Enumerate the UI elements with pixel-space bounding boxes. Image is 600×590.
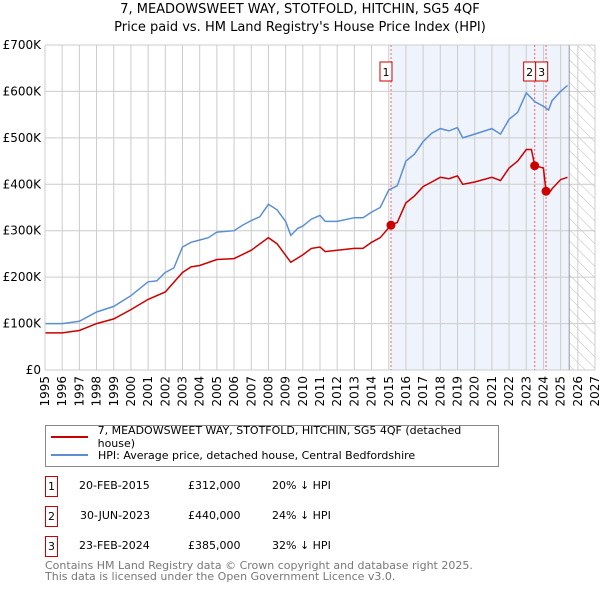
- sale-hpi-diff: 24% ↓ HPI: [272, 509, 331, 522]
- x-tick-label: 2021: [485, 376, 499, 407]
- sale-label: 2: [526, 66, 533, 79]
- x-tick-label: 2023: [519, 376, 533, 407]
- y-tick-label: £300K: [3, 224, 43, 238]
- x-tick-label: 2011: [313, 376, 327, 407]
- forecast-hatch: [569, 45, 595, 370]
- sale-hpi-diff: 20% ↓ HPI: [272, 479, 331, 492]
- x-tick-label: 2005: [210, 376, 224, 407]
- x-tick-label: 1998: [90, 376, 104, 407]
- footer: Contains HM Land Registry data © Crown c…: [45, 560, 473, 582]
- sale-row: 1 20-FEB-2015 £312,000 20% ↓ HPI: [45, 476, 445, 498]
- sale-label-box: [535, 61, 549, 82]
- footer-licence: This data is licensed under the Open Gov…: [45, 570, 396, 583]
- sale-date: 20-FEB-2015: [79, 479, 150, 492]
- y-tick-label: £400K: [3, 177, 43, 191]
- sale-price: £312,000: [188, 479, 241, 492]
- chart-title-line2: Price paid vs. HM Land Registry's House …: [114, 20, 486, 35]
- x-tick-label: 2003: [176, 376, 190, 407]
- x-tick-label: 2016: [399, 376, 413, 407]
- x-tick-label: 2025: [554, 376, 568, 407]
- property-price-line: [45, 148, 568, 334]
- x-tick-label: 2027: [588, 376, 600, 407]
- x-tick-label: 2019: [451, 376, 465, 407]
- legend-swatch-red: [51, 436, 88, 438]
- x-tick-label: 2006: [227, 376, 241, 407]
- x-tick-label: 1997: [72, 376, 86, 407]
- legend: 7, MEADOWSWEET WAY, STOTFOLD, HITCHIN, S…: [45, 424, 499, 467]
- sale-point: [541, 186, 551, 196]
- x-tick-label: 2004: [193, 376, 207, 407]
- x-tick-label: 2022: [502, 376, 516, 407]
- y-tick-label: £100K: [3, 317, 43, 331]
- x-tick-label: 2010: [296, 376, 310, 407]
- x-tick-label: 1995: [38, 376, 52, 407]
- x-tick-label: 1996: [55, 376, 69, 407]
- legend-item-hpi: HPI: Average price, detached house, Cent…: [51, 447, 415, 463]
- y-tick-label: £200K: [3, 270, 43, 284]
- shaded-period: [390, 45, 570, 370]
- x-tick-label: 2018: [433, 376, 447, 407]
- sale-label: 1: [382, 66, 389, 79]
- x-tick-label: 2001: [141, 376, 155, 407]
- sale-label-box: [379, 61, 393, 82]
- y-tick-label: £700K: [3, 38, 43, 52]
- sale-date: 30-JUN-2023: [80, 509, 151, 522]
- sale-label: 3: [538, 66, 545, 79]
- footer-copyright: Contains HM Land Registry data © Crown c…: [45, 559, 473, 572]
- x-tick-label: 2007: [244, 376, 258, 407]
- x-tick-label: 2026: [571, 376, 585, 407]
- sale-point: [386, 220, 396, 230]
- sale-marker-box: 3: [45, 536, 58, 557]
- x-tick-label: 2015: [382, 376, 396, 407]
- sale-row: 3 23-FEB-2024 £385,000 32% ↓ HPI: [45, 536, 445, 558]
- price-chart: 1995 1996 1997 1998 1999 2000 2001 2002 2003 2004…: [3, 38, 600, 407]
- x-tick-label: 2008: [261, 376, 275, 407]
- x-tick-label: 2017: [416, 376, 430, 407]
- sale-marker-box: 1: [45, 476, 58, 497]
- x-tick-label: 2014: [365, 376, 379, 407]
- legend-swatch-blue: [51, 454, 88, 456]
- y-tick-label: £500K: [3, 131, 43, 145]
- sale-date: 23-FEB-2024: [79, 539, 150, 552]
- x-tick-label: 2024: [536, 376, 550, 407]
- x-tick-label: 2000: [124, 376, 138, 407]
- sale-row: 2 30-JUN-2023 £440,000 24% ↓ HPI: [45, 506, 445, 528]
- sale-marker-box: 2: [45, 506, 58, 527]
- x-tick-label: 2013: [347, 376, 361, 407]
- x-tick-label: 2012: [330, 376, 344, 407]
- x-tick-label: 2002: [158, 376, 172, 407]
- x-tick-label: 2009: [279, 376, 293, 407]
- legend-item-property: 7, MEADOWSWEET WAY, STOTFOLD, HITCHIN, S…: [51, 424, 498, 450]
- legend-label-hpi: HPI: Average price, detached house, Cent…: [98, 448, 416, 462]
- legend-label-property: 7, MEADOWSWEET WAY, STOTFOLD, HITCHIN, S…: [97, 424, 462, 450]
- x-tick-label: 2020: [468, 376, 482, 407]
- chart-title-line1: 7, MEADOWSWEET WAY, STOTFOLD, HITCHIN, S…: [120, 2, 480, 17]
- sale-point: [530, 161, 540, 171]
- sale-price: £385,000: [188, 539, 241, 552]
- sale-price: £440,000: [188, 509, 241, 522]
- y-tick-label: £600K: [3, 84, 43, 98]
- sale-hpi-diff: 32% ↓ HPI: [272, 539, 331, 552]
- y-tick-label: £0: [26, 363, 41, 377]
- hpi-line: [45, 84, 568, 325]
- x-tick-label: 1999: [107, 376, 121, 407]
